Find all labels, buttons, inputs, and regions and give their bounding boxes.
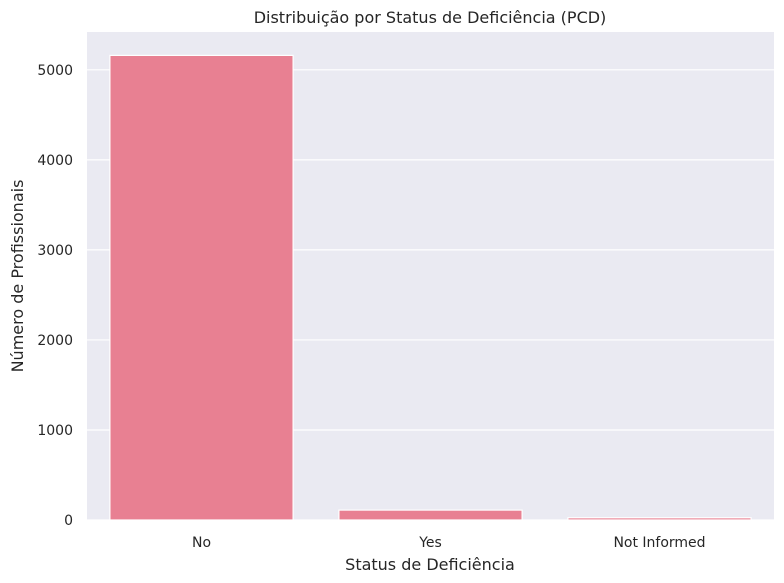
y-tick-label: 2000: [37, 333, 73, 349]
bar-yes: [338, 509, 523, 521]
y-tick-label: 0: [64, 513, 73, 529]
bar-not-informed: [567, 517, 752, 521]
chart-title: Distribuição por Status de Deficiência (…: [254, 8, 607, 27]
bar-no: [109, 54, 294, 521]
y-axis-ticks: 0 1000 2000 3000 4000 5000: [37, 63, 73, 529]
y-tick-label: 1000: [37, 423, 73, 439]
x-axis-ticks: No Yes Not Informed: [192, 535, 706, 551]
x-axis-title: Status de Deficiência: [345, 555, 515, 574]
y-tick-label: 4000: [37, 153, 73, 169]
y-tick-label: 5000: [37, 63, 73, 79]
y-axis-title: Número de Profissionais: [8, 180, 27, 373]
y-tick-label: 3000: [37, 243, 73, 259]
bars: [109, 54, 752, 521]
x-tick-label: Not Informed: [613, 535, 705, 551]
x-tick-label: Yes: [418, 535, 442, 551]
x-tick-label: No: [192, 535, 211, 551]
